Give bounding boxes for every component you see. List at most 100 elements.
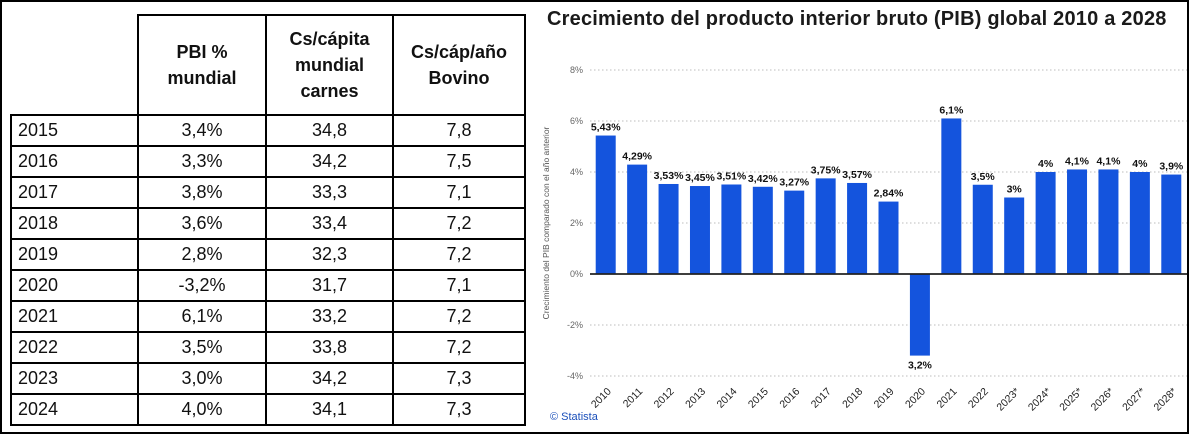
col-header-carnes: Cs/cápita mundial carnes [265,14,394,116]
gdp-bar [1161,174,1182,274]
year-cell: 2022 [10,331,139,364]
pbi-cell: 3,0% [137,362,267,395]
bovino-cell: 7,1 [392,269,526,302]
pbi-cell: 3,6% [137,207,267,240]
x-tick-label: 2026* [1089,386,1117,414]
chart-title: Crecimiento del producto interior bruto … [547,8,1167,30]
x-tick-label: 2013 [683,386,708,411]
table-row: 2021 6,1% 33,2 7,2 [10,300,526,333]
year-cell: 2019 [10,238,139,271]
table-row: 2022 3,5% 33,8 7,2 [10,331,526,364]
x-tick-label: 2023* [994,386,1022,414]
table-row: 2019 2,8% 32,3 7,2 [10,238,526,271]
carnes-cell: 31,7 [265,269,394,302]
bar-value-label: 2,84% [874,188,904,200]
pbi-cell: -3,2% [137,269,267,302]
gdp-bar [752,186,773,274]
bovino-cell: 7,2 [392,331,526,364]
carnes-cell: 34,2 [265,145,394,178]
table-row: 2017 3,8% 33,3 7,1 [10,176,526,209]
table-row: 2023 3,0% 34,2 7,3 [10,362,526,395]
year-cell: 2024 [10,393,139,426]
y-tick-label: -4% [567,371,583,381]
y-axis-label: Crecimiento del PIB comparado con el año… [541,126,551,319]
bar-value-label: 3,51% [717,170,747,182]
bovino-cell: 7,3 [392,362,526,395]
pbi-cell: 6,1% [137,300,267,333]
bovino-cell: 7,3 [392,393,526,426]
x-tick-label: 2018 [840,386,865,411]
x-tick-label: 2025* [1057,386,1085,414]
statista-source-link[interactable]: © Statista [550,411,598,423]
bar-value-label: 4,1% [1096,155,1121,167]
table-corner-cell [11,15,138,115]
gdp-bar [627,164,648,274]
gdp-bar [1035,172,1056,274]
x-tick-label: 2028* [1152,386,1180,414]
bovino-cell: 7,2 [392,238,526,271]
carnes-cell: 33,2 [265,300,394,333]
year-cell: 2023 [10,362,139,395]
bar-value-label: 3,53% [654,170,684,182]
pbi-cell: 3,8% [137,176,267,209]
col-header-bovino: Cs/cáp/año Bovino [392,14,526,116]
x-tick-label: 2014 [715,386,740,411]
carnes-cell: 33,4 [265,207,394,240]
gdp-bar [878,201,899,274]
x-tick-label: 2010 [589,386,614,411]
y-tick-label: 0% [570,269,583,279]
col-header-pbi: PBI % mundial [137,14,267,116]
x-tick-label: 2024* [1026,386,1054,414]
pbi-cell: 4,0% [137,393,267,426]
bar-value-label: 3,57% [842,169,872,181]
statista-gdp-chart: 8% 6% 4% 2% 0% -2% -4% 5,43% 4,29% 3,53% 3,45% 3,51… [537,2,1187,432]
x-tick-label: 2027* [1120,386,1148,414]
table-row: 2015 3,4% 34,8 7,8 [10,114,526,147]
bovino-cell: 7,5 [392,145,526,178]
bar-value-label: 3,45% [685,172,715,184]
table-row: 2018 3,6% 33,4 7,2 [10,207,526,240]
year-cell: 2016 [10,145,139,178]
bovino-cell: 7,8 [392,114,526,147]
carnes-cell: 34,8 [265,114,394,147]
gdp-bar [847,182,868,274]
year-cell: 2018 [10,207,139,240]
bar-chart-canvas: 8% 6% 4% 2% 0% -2% -4% 5,43% 4,29%3,53% 3,45% 3,51… [541,65,1187,414]
y-tick-label: 4% [570,167,583,177]
y-tick-label: -2% [567,320,583,330]
bar-value-label: 3,9% [1159,161,1184,173]
bovino-cell: 7,1 [392,176,526,209]
y-tick-label: 8% [570,65,583,75]
carnes-cell: 33,3 [265,176,394,209]
year-cell: 2020 [10,269,139,302]
carnes-cell: 32,3 [265,238,394,271]
gdp-bar [972,184,993,274]
gdp-bar [721,184,742,274]
x-tick-label: 2015 [746,386,771,411]
x-tick-label: 2022 [966,386,991,411]
carnes-cell: 34,2 [265,362,394,395]
gdp-bar [909,274,930,356]
table-row: 2024 4,0% 34,1 7,3 [10,393,526,426]
x-tick-label: 2012 [652,386,677,411]
pbi-cell: 2,8% [137,238,267,271]
bar-value-label: 4% [1038,158,1054,170]
gdp-bar [815,178,836,274]
bar-value-label: 4,29% [622,151,652,163]
bar-value-label: 3,5% [971,171,996,183]
bovino-cell: 7,2 [392,207,526,240]
pbi-cell: 3,4% [137,114,267,147]
gdp-bar [941,118,962,274]
bar-value-label: 4% [1132,158,1148,170]
gdp-bar [1129,172,1150,274]
pbi-cell: 3,5% [137,331,267,364]
gdp-bar [1067,169,1088,274]
table-header-row: PBI % mundial Cs/cápita mundial carnes C… [11,14,526,116]
year-cell: 2017 [10,176,139,209]
x-tick-label: 2020 [903,386,928,411]
bar-value-label: 5,43% [591,122,621,134]
pbi-cell: 3,3% [137,145,267,178]
x-tick-label: 2011 [621,386,646,411]
x-tick-label: 2021 [934,386,959,411]
carnes-cell: 33,8 [265,331,394,364]
